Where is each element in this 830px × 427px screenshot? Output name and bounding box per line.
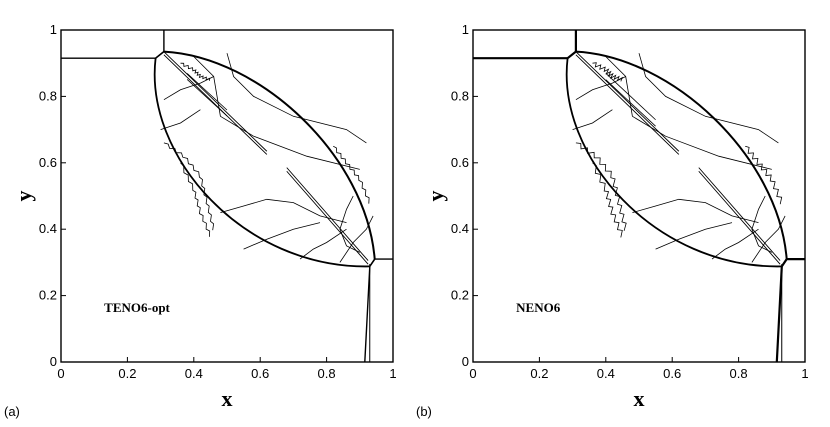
- lower-bow-shock: [153, 58, 370, 268]
- y-tick-label: 0.8: [39, 88, 57, 103]
- upper-jet: [163, 51, 268, 152]
- x-axis-label: x: [222, 386, 233, 411]
- axes-frame: [472, 29, 806, 363]
- contour-line: [572, 109, 613, 130]
- wavy-contour: [575, 142, 627, 231]
- contour-line: [751, 215, 786, 263]
- upper-jet: [163, 54, 268, 155]
- contour-line: [638, 53, 779, 144]
- x-tick-label: 0.4: [597, 366, 615, 381]
- x-tick-label: 0.4: [185, 366, 203, 381]
- y-tick-label: 1: [462, 22, 469, 37]
- panel-b: 0 0.2 0.4 0.6 0.8 1 0 0.2 0.4 0.6 0.8 1 x y NENO6 (b): [416, 22, 809, 419]
- contour-line: [632, 198, 759, 223]
- y-tick-label: 0: [462, 354, 469, 369]
- contour-line: [711, 228, 759, 260]
- y-axis-label: y: [423, 191, 448, 202]
- contour-line: [220, 198, 347, 223]
- wavy-contour: [745, 145, 783, 205]
- wavy-contour: [180, 162, 211, 237]
- y-tick-label: 0: [50, 354, 57, 369]
- wavy-contour: [333, 145, 370, 204]
- contour-line: [193, 56, 360, 170]
- method-label: TENO6-opt: [104, 300, 170, 315]
- x-tick-label: 0: [57, 366, 64, 381]
- lower-right-shock: [775, 258, 805, 362]
- x-tick-label: 0.8: [318, 366, 336, 381]
- triple-point-lower: [781, 258, 788, 267]
- contour-line: [163, 76, 214, 101]
- contour-line: [226, 53, 367, 144]
- upper-jet-inner: [186, 73, 228, 111]
- plot-area: [473, 30, 805, 362]
- contour-line: [605, 56, 772, 170]
- plot-area: [61, 30, 393, 362]
- upper-jet-inner: [605, 79, 656, 127]
- y-axis-label: y: [11, 191, 36, 202]
- lower-bow-shock: [565, 58, 782, 268]
- y-tick-label: 0.2: [451, 288, 469, 303]
- x-tick-label: 0.6: [663, 366, 681, 381]
- wavy-contour: [163, 142, 215, 231]
- upper-jet-inner: [605, 72, 656, 121]
- contour-line: [339, 195, 360, 253]
- contour-line: [655, 222, 733, 250]
- axes-frame: [60, 29, 394, 363]
- panel-a: 0 0.2 0.4 0.6 0.8 1 0 0.2 0.4 0.6 0.8 1 x y TENO6-opt (…: [4, 22, 397, 419]
- upper-jet: [575, 54, 680, 155]
- x-tick-label: 1: [801, 366, 808, 381]
- y-tick-label: 1: [50, 22, 57, 37]
- method-label: NENO6: [516, 300, 561, 315]
- lower-jet: [286, 167, 369, 261]
- contour-line: [299, 228, 347, 260]
- upper-left-shock: [61, 30, 165, 59]
- x-tick-label: 0.6: [251, 366, 269, 381]
- panel-label: (b): [416, 404, 432, 419]
- contour-line: [751, 195, 772, 253]
- y-tick-label: 0.4: [451, 221, 469, 236]
- y-tick-label: 0.8: [451, 88, 469, 103]
- x-tick-label: 0.8: [730, 366, 748, 381]
- wavy-contour: [180, 62, 211, 81]
- lower-right-shock: [364, 258, 393, 362]
- contour-line: [243, 222, 321, 250]
- x-tick-label: 0.2: [530, 366, 548, 381]
- wavy-contour: [592, 162, 623, 238]
- y-tick-label: 0.6: [39, 155, 57, 170]
- panel-label: (a): [4, 404, 20, 419]
- upper-jet: [575, 51, 680, 152]
- contour-line: [160, 109, 201, 130]
- triple-point-lower: [369, 258, 376, 267]
- x-tick-label: 0: [469, 366, 476, 381]
- contour-line: [339, 215, 374, 263]
- wavy-contour: [592, 62, 624, 82]
- y-tick-label: 0.6: [451, 155, 469, 170]
- x-tick-label: 0.2: [118, 366, 136, 381]
- x-axis-label: x: [634, 386, 645, 411]
- x-tick-label: 1: [389, 366, 396, 381]
- triple-point-upper: [155, 50, 165, 59]
- triple-point-upper: [567, 50, 577, 59]
- y-tick-label: 0.4: [39, 221, 57, 236]
- y-tick-label: 0.2: [39, 288, 57, 303]
- upper-jet-inner: [186, 79, 228, 117]
- upper-left-shock: [473, 30, 578, 60]
- lower-jet: [698, 167, 781, 261]
